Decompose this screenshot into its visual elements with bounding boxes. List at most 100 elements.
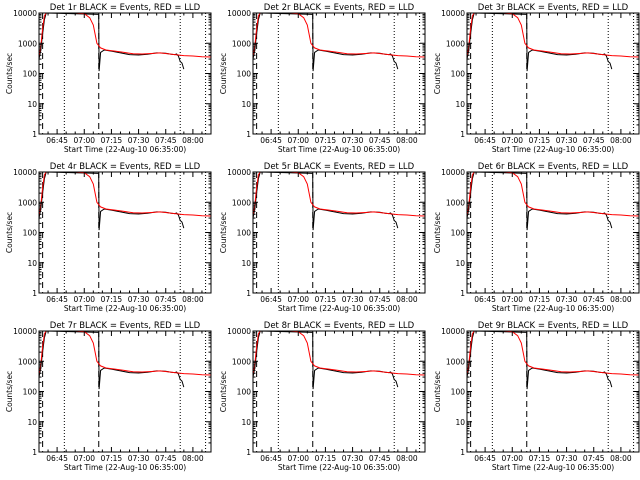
panel-title: Det 8r BLACK = Events, RED = LLD xyxy=(264,321,415,331)
panel-title: Det 6r BLACK = Events, RED = LLD xyxy=(478,162,629,172)
x-tick-label: 07:15 xyxy=(315,136,337,145)
y-axis-label: Counts/sec xyxy=(5,212,14,253)
panel-title: Det 1r BLACK = Events, RED = LLD xyxy=(50,3,201,13)
x-tick-label: 07:45 xyxy=(369,136,391,145)
y-tick-label: 10 xyxy=(455,100,465,109)
y-tick-label: 1 xyxy=(32,448,37,457)
y-axis-label: Counts/sec xyxy=(219,212,228,253)
x-tick-label: 06:45 xyxy=(46,136,68,145)
x-tick-label: 07:00 xyxy=(501,136,523,145)
x-tick-label: 06:45 xyxy=(260,136,282,145)
x-axis-label: Start Time (22-Aug-10 06:35:00) xyxy=(64,463,186,472)
y-tick-label: 1000 xyxy=(18,198,37,207)
panel-2: Det 2r BLACK = Events, RED = LLD 06:45 07:… xyxy=(219,3,426,154)
events-series-line xyxy=(467,13,613,72)
lld-series-line xyxy=(467,13,639,58)
y-tick-label: 10 xyxy=(241,418,251,427)
events-series-line xyxy=(467,331,613,390)
x-tick-label: 07:45 xyxy=(583,295,605,304)
y-axis-label: Counts/sec xyxy=(433,212,442,253)
x-tick-label: 07:15 xyxy=(529,136,551,145)
y-tick-label: 10 xyxy=(27,418,37,427)
panel-8: Det 8r BLACK = Events, RED = LLD 06:45 07:… xyxy=(219,321,426,472)
panel-title: Det 4r BLACK = Events, RED = LLD xyxy=(50,162,201,172)
lld-series-line xyxy=(253,13,425,58)
y-tick-label: 100 xyxy=(23,388,38,397)
x-tick-label: 08:00 xyxy=(182,295,204,304)
x-tick-label: 07:15 xyxy=(101,136,123,145)
y-axis-label: Counts/sec xyxy=(5,53,14,94)
x-tick-label: 07:00 xyxy=(73,454,95,463)
y-tick-label: 100 xyxy=(237,388,252,397)
y-tick-label: 1 xyxy=(246,130,251,139)
x-tick-label: 08:00 xyxy=(182,136,204,145)
x-tick-label: 07:00 xyxy=(73,136,95,145)
y-axis-label: Counts/sec xyxy=(5,371,14,412)
x-tick-label: 06:45 xyxy=(260,454,282,463)
y-tick-label: 1000 xyxy=(446,357,465,366)
x-axis-label: Start Time (22-Aug-10 06:35:00) xyxy=(492,145,614,154)
x-tick-label: 07:15 xyxy=(315,295,337,304)
x-tick-label: 07:00 xyxy=(501,454,523,463)
x-tick-label: 07:45 xyxy=(583,454,605,463)
lld-series-line xyxy=(467,172,639,217)
x-tick-label: 08:00 xyxy=(182,454,204,463)
x-axis-label: Start Time (22-Aug-10 06:35:00) xyxy=(492,463,614,472)
x-tick-label: 07:45 xyxy=(155,295,177,304)
y-tick-label: 10000 xyxy=(13,9,37,18)
lld-series-line xyxy=(253,172,425,217)
y-tick-label: 1 xyxy=(460,448,465,457)
y-tick-label: 10000 xyxy=(441,168,465,177)
y-tick-label: 1000 xyxy=(446,39,465,48)
events-series-line xyxy=(253,331,399,390)
y-tick-label: 10 xyxy=(455,259,465,268)
lld-series-line xyxy=(467,331,639,376)
x-tick-label: 07:00 xyxy=(287,454,309,463)
x-tick-label: 08:00 xyxy=(396,295,418,304)
panel-title: Det 5r BLACK = Events, RED = LLD xyxy=(264,162,415,172)
x-tick-label: 08:00 xyxy=(610,136,632,145)
x-tick-label: 07:30 xyxy=(342,295,364,304)
panel-title: Det 7r BLACK = Events, RED = LLD xyxy=(50,321,201,331)
x-tick-label: 07:45 xyxy=(583,136,605,145)
events-series-line xyxy=(39,172,185,231)
y-tick-label: 1000 xyxy=(446,198,465,207)
panel-5: Det 5r BLACK = Events, RED = LLD 06:45 07:… xyxy=(219,162,426,313)
x-tick-label: 07:15 xyxy=(529,454,551,463)
y-tick-label: 10 xyxy=(241,259,251,268)
panel-title: Det 3r BLACK = Events, RED = LLD xyxy=(478,3,629,13)
y-tick-label: 100 xyxy=(237,70,252,79)
panel-4: Det 4r BLACK = Events, RED = LLD 06:45 07:… xyxy=(5,162,212,313)
x-tick-label: 06:45 xyxy=(474,136,496,145)
y-tick-label: 10000 xyxy=(227,168,251,177)
x-axis-label: Start Time (22-Aug-10 06:35:00) xyxy=(492,304,614,313)
panel-3: Det 3r BLACK = Events, RED = LLD 06:45 07:… xyxy=(433,3,640,154)
y-tick-label: 1000 xyxy=(18,39,37,48)
panel-1: Det 1r BLACK = Events, RED = LLD 06:45 07:… xyxy=(5,3,212,154)
y-tick-label: 100 xyxy=(451,70,466,79)
x-tick-label: 07:15 xyxy=(101,454,123,463)
x-tick-label: 07:45 xyxy=(369,454,391,463)
y-tick-label: 10 xyxy=(455,418,465,427)
events-series-line xyxy=(467,172,613,231)
events-series-line xyxy=(39,331,185,390)
panel-7: Det 7r BLACK = Events, RED = LLD 06:45 07:… xyxy=(5,321,212,472)
y-tick-label: 10 xyxy=(27,259,37,268)
lld-series-line xyxy=(253,331,425,376)
y-tick-label: 1 xyxy=(460,130,465,139)
x-tick-label: 07:15 xyxy=(101,295,123,304)
x-tick-label: 07:30 xyxy=(556,136,578,145)
y-tick-label: 10000 xyxy=(13,168,37,177)
panel-title: Det 9r BLACK = Events, RED = LLD xyxy=(478,321,629,331)
y-tick-label: 100 xyxy=(451,229,466,238)
y-tick-label: 1000 xyxy=(232,198,251,207)
lld-series-line xyxy=(39,331,211,376)
x-tick-label: 06:45 xyxy=(474,454,496,463)
y-axis-label: Counts/sec xyxy=(433,371,442,412)
x-tick-label: 07:30 xyxy=(556,295,578,304)
y-tick-label: 1 xyxy=(32,289,37,298)
x-tick-label: 07:45 xyxy=(369,295,391,304)
x-tick-label: 07:00 xyxy=(73,295,95,304)
x-tick-label: 07:45 xyxy=(155,136,177,145)
